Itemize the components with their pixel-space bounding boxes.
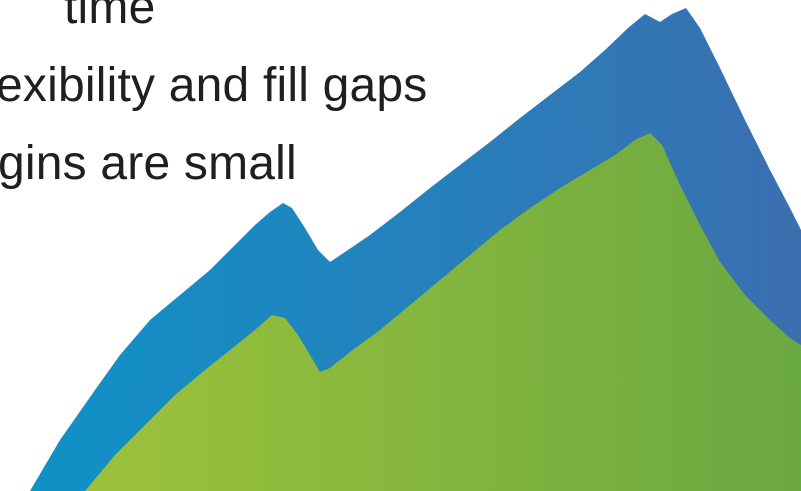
- slide-text-line-3: gins are small: [0, 137, 297, 190]
- front-mountain-shape: [85, 133, 801, 491]
- slide-text-line-1: time: [64, 0, 156, 34]
- slide-text-line-2: exibility and fill gaps: [0, 59, 428, 112]
